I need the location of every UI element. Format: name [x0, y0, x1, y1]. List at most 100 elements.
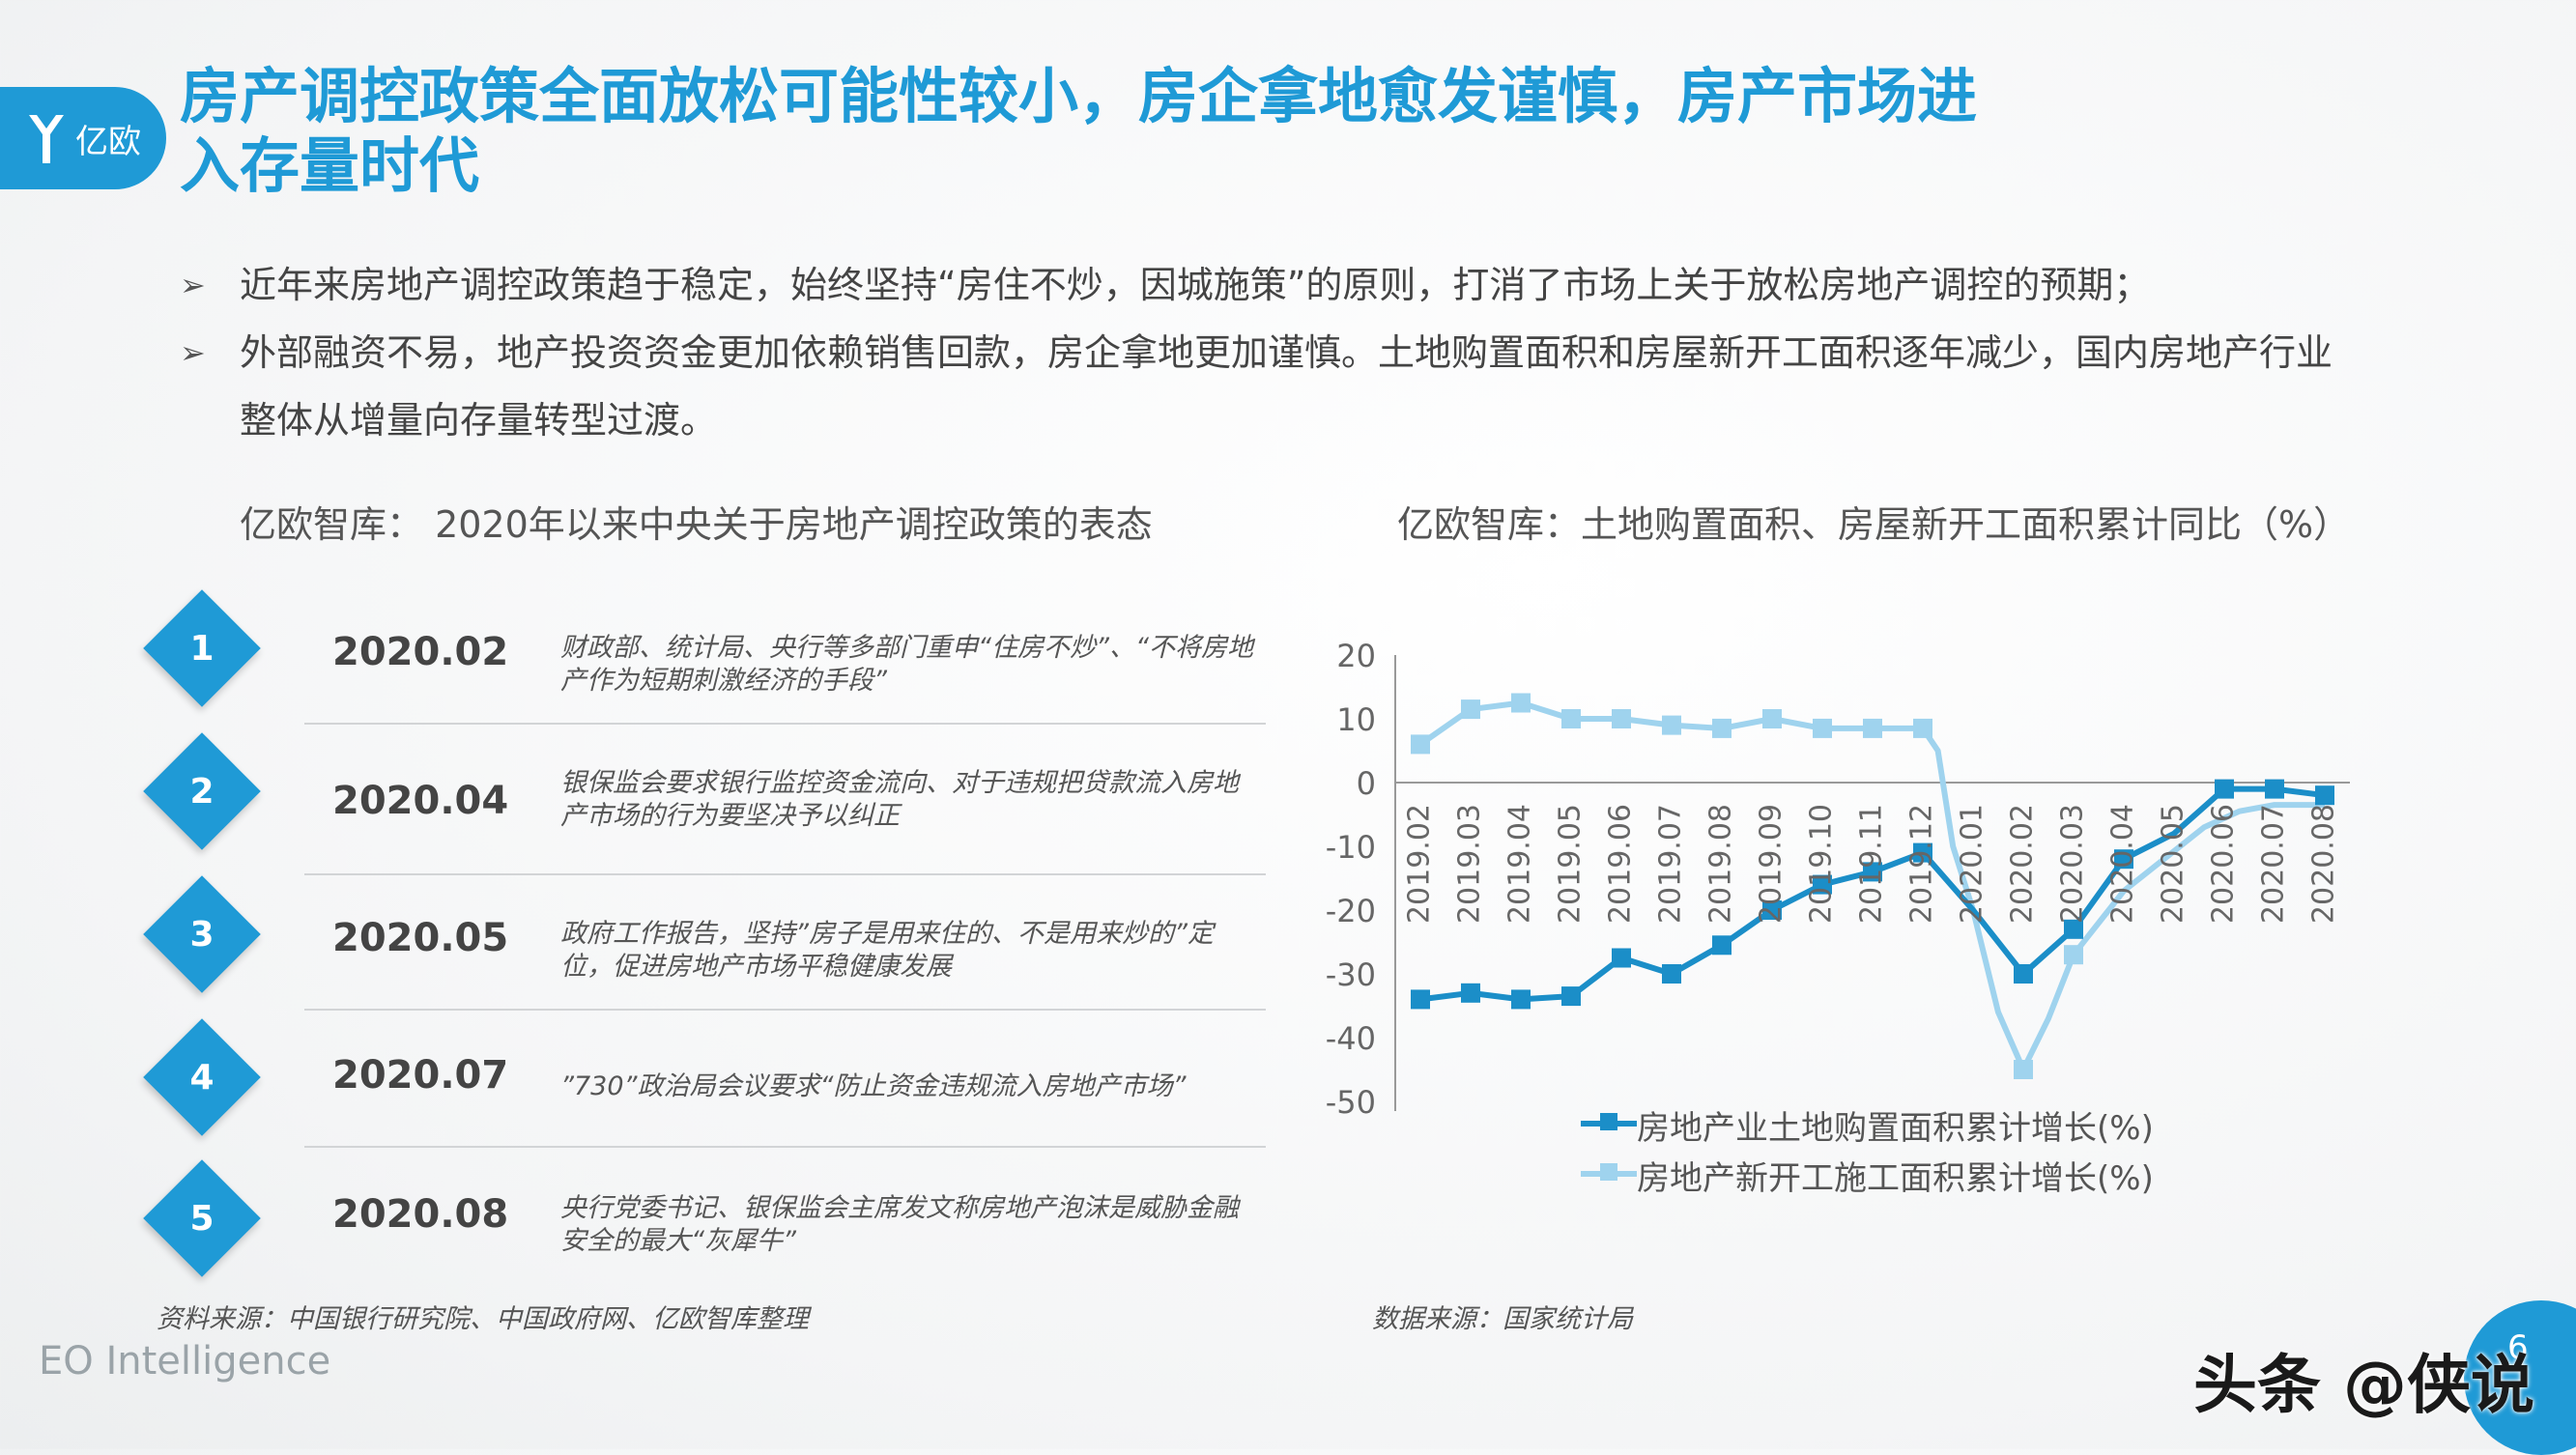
series-point-construction	[1863, 718, 1882, 738]
series-point-land	[1411, 989, 1430, 1010]
y-tick-label: -40	[1326, 1020, 1376, 1057]
timeline-description: 财政部、统计局、央行等多部门重申“住房不炒”、“不将房地产作为短期刺激经济的手段…	[560, 633, 1253, 696]
left-source: 资料来源：中国银行研究院、中国政府网、亿欧智库整理	[157, 1304, 809, 1334]
x-tick-label: 2019.02	[1403, 804, 1437, 924]
y-tick-label: -20	[1326, 893, 1376, 929]
x-tick-label: 2019.06	[1604, 804, 1638, 924]
timeline-number: 3	[189, 914, 215, 955]
series-point-land	[1511, 989, 1531, 1010]
series-point-land	[2114, 849, 2133, 870]
right-subtitle: 亿欧智库：土地购置面积、房屋新开工面积累计同比（%）	[1397, 503, 2351, 546]
timeline-date: 2020.08	[332, 1192, 509, 1237]
series-point-construction	[1712, 718, 1732, 738]
timeline-number: 4	[189, 1057, 215, 1098]
series-point-land	[2215, 779, 2234, 799]
series-point-land	[1612, 948, 1631, 968]
timeline-date: 2020.05	[332, 916, 509, 960]
series-point-land	[1461, 983, 1480, 1003]
series-point-land	[2064, 919, 2083, 939]
bullet-2: ➢ 外部融资不易，地产投资资金更加依赖销售回款，房企拿地更加谨慎。土地购置面积和…	[180, 319, 2363, 454]
x-tick-label: 2020.06	[2207, 804, 2241, 924]
divider	[304, 723, 1266, 725]
timeline-item: 4 2020.07 ”730”政治局会议要求“防止资金违规流入房地产市场”	[143, 1018, 1266, 1154]
divider	[304, 873, 1266, 875]
timeline-description: 政府工作报告，坚持”房子是用来住的、不是用来炒的”定位，促进房地产市场平稳健康发…	[560, 919, 1214, 982]
series-point-construction	[1612, 709, 1631, 728]
line-chart: 20 10 0 -10 -20 -30 -40 -50 2019.02 2019.03 2019.0…	[1326, 638, 2350, 1121]
x-tick-label: 2020.08	[2307, 804, 2341, 924]
x-tick-label: 2020.05	[2157, 804, 2190, 924]
series-point-construction	[1461, 699, 1480, 720]
series-point-construction	[1762, 709, 1782, 728]
series-point-land	[2315, 785, 2334, 806]
timeline-date: 2020.02	[332, 630, 509, 674]
logo-text: 亿欧	[75, 122, 141, 161]
bullet-1: ➢ 近年来房地产调控政策趋于稳定，始终坚持“房住不炒，因城施策”的原则，打消了市…	[180, 251, 2363, 319]
series-point-land	[1662, 964, 1681, 984]
legend-item-construction: 房地产新开工施工面积累计增长(%)	[1581, 1152, 2154, 1199]
x-tick-label: 2020.02	[2006, 804, 2040, 924]
timeline-number: 5	[189, 1198, 215, 1239]
x-tick-label: 2019.11	[1855, 804, 1889, 924]
x-tick-label: 2019.12	[1905, 804, 1939, 924]
y-tick-label: -30	[1326, 956, 1376, 993]
footer-brand: EO Intelligence	[39, 1339, 331, 1384]
series-point-land	[2014, 964, 2033, 984]
bullet-text: 外部融资不易，地产投资资金更加依赖销售回款，房企拿地更加谨慎。土地购置面积和房屋…	[240, 331, 2333, 442]
x-tick-label: 2019.10	[1805, 804, 1839, 924]
timeline-date: 2020.07	[332, 1053, 509, 1098]
series-point-land	[1561, 986, 1581, 1007]
x-tick-label: 2019.08	[1704, 804, 1738, 924]
legend-label: 房地产新开工施工面积累计增长(%)	[1637, 1159, 2154, 1198]
x-tick-label: 2019.03	[1453, 804, 1487, 924]
watermark: 头条 @侠说	[2193, 1348, 2534, 1422]
x-tick-label: 2020.04	[2106, 804, 2140, 924]
timeline-description: ”730”政治局会议要求“防止资金违规流入房地产市场”	[560, 1071, 1187, 1101]
timeline-item: 3 2020.05 政府工作报告，坚持”房子是用来住的、不是用来炒的”定位，促进…	[143, 875, 1266, 1011]
divider	[304, 1146, 1266, 1148]
bullet-arrow-icon: ➢	[180, 267, 206, 303]
y-tick-label: 10	[1336, 701, 1376, 738]
divider	[304, 1009, 1266, 1011]
legend-swatch-icon	[1581, 1163, 1637, 1181]
timeline-number: 2	[189, 771, 215, 812]
timeline-number: 1	[189, 628, 215, 669]
bullet-text: 近年来房地产调控政策趋于稳定，始终坚持“房住不炒，因城施策”的原则，打消了市场上…	[240, 264, 2151, 306]
x-tick-label: 2019.09	[1755, 804, 1789, 924]
page-number: 6	[2507, 1328, 2529, 1367]
timeline-item: 2 2020.04 银保监会要求银行监控资金流向、对于违规把贷款流入房地产市场的…	[143, 732, 1266, 875]
series-point-land	[1712, 935, 1732, 956]
legend-label: 房地产业土地购置面积累计增长(%)	[1637, 1109, 2154, 1148]
x-tick-label: 2019.07	[1654, 804, 1688, 924]
series-point-land	[1762, 900, 1782, 920]
y-tick-label: 20	[1336, 638, 1376, 674]
series-point-construction	[1662, 715, 1681, 735]
logo: 亿欧	[0, 87, 166, 189]
y-tick-label: -10	[1326, 829, 1376, 866]
x-tick-label: 2020.01	[1956, 804, 1989, 924]
x-tick-label: 2020.07	[2257, 804, 2291, 924]
series-point-land	[2265, 779, 2284, 799]
bullet-arrow-icon: ➢	[180, 334, 206, 371]
x-tick-label: 2020.03	[2056, 804, 2090, 924]
series-point-construction	[1913, 718, 1932, 738]
series-point-land	[1913, 842, 1932, 863]
page-title: 房产调控政策全面放松可能性较小，房企拿地愈发谨慎，房产市场进入存量时代	[180, 61, 1978, 201]
timeline-date: 2020.04	[332, 779, 509, 823]
timeline-description: 央行党委书记、银保监会主席发文称房地产泡沫是威胁金融安全的最大“灰犀牛”	[560, 1193, 1239, 1256]
x-tick-label: 2019.04	[1503, 804, 1537, 924]
series-point-land	[1863, 862, 1882, 882]
series-point-construction	[1511, 693, 1531, 713]
series-point-construction	[2014, 1060, 2033, 1079]
timeline-item: 5 2020.08 央行党委书记、银保监会主席发文称房地产泡沫是威胁金融安全的最…	[143, 1159, 1266, 1295]
series-point-construction	[1561, 709, 1581, 728]
series-point-land	[1813, 874, 1832, 895]
logo-mark-icon	[29, 115, 64, 163]
series-point-construction	[1411, 734, 1430, 755]
legend-item-land: 房地产业土地购置面积累计增长(%)	[1581, 1101, 2154, 1149]
y-tick-label: -50	[1326, 1084, 1376, 1121]
series-point-construction	[1813, 718, 1832, 738]
timeline-item: 1 2020.02 财政部、统计局、央行等多部门重申“住房不炒”、“不将房地产作…	[143, 589, 1266, 725]
left-subtitle: 亿欧智库： 2020年以来中央关于房地产调控政策的表态	[240, 503, 1153, 546]
right-source: 数据来源：国家统计局	[1372, 1304, 1633, 1334]
